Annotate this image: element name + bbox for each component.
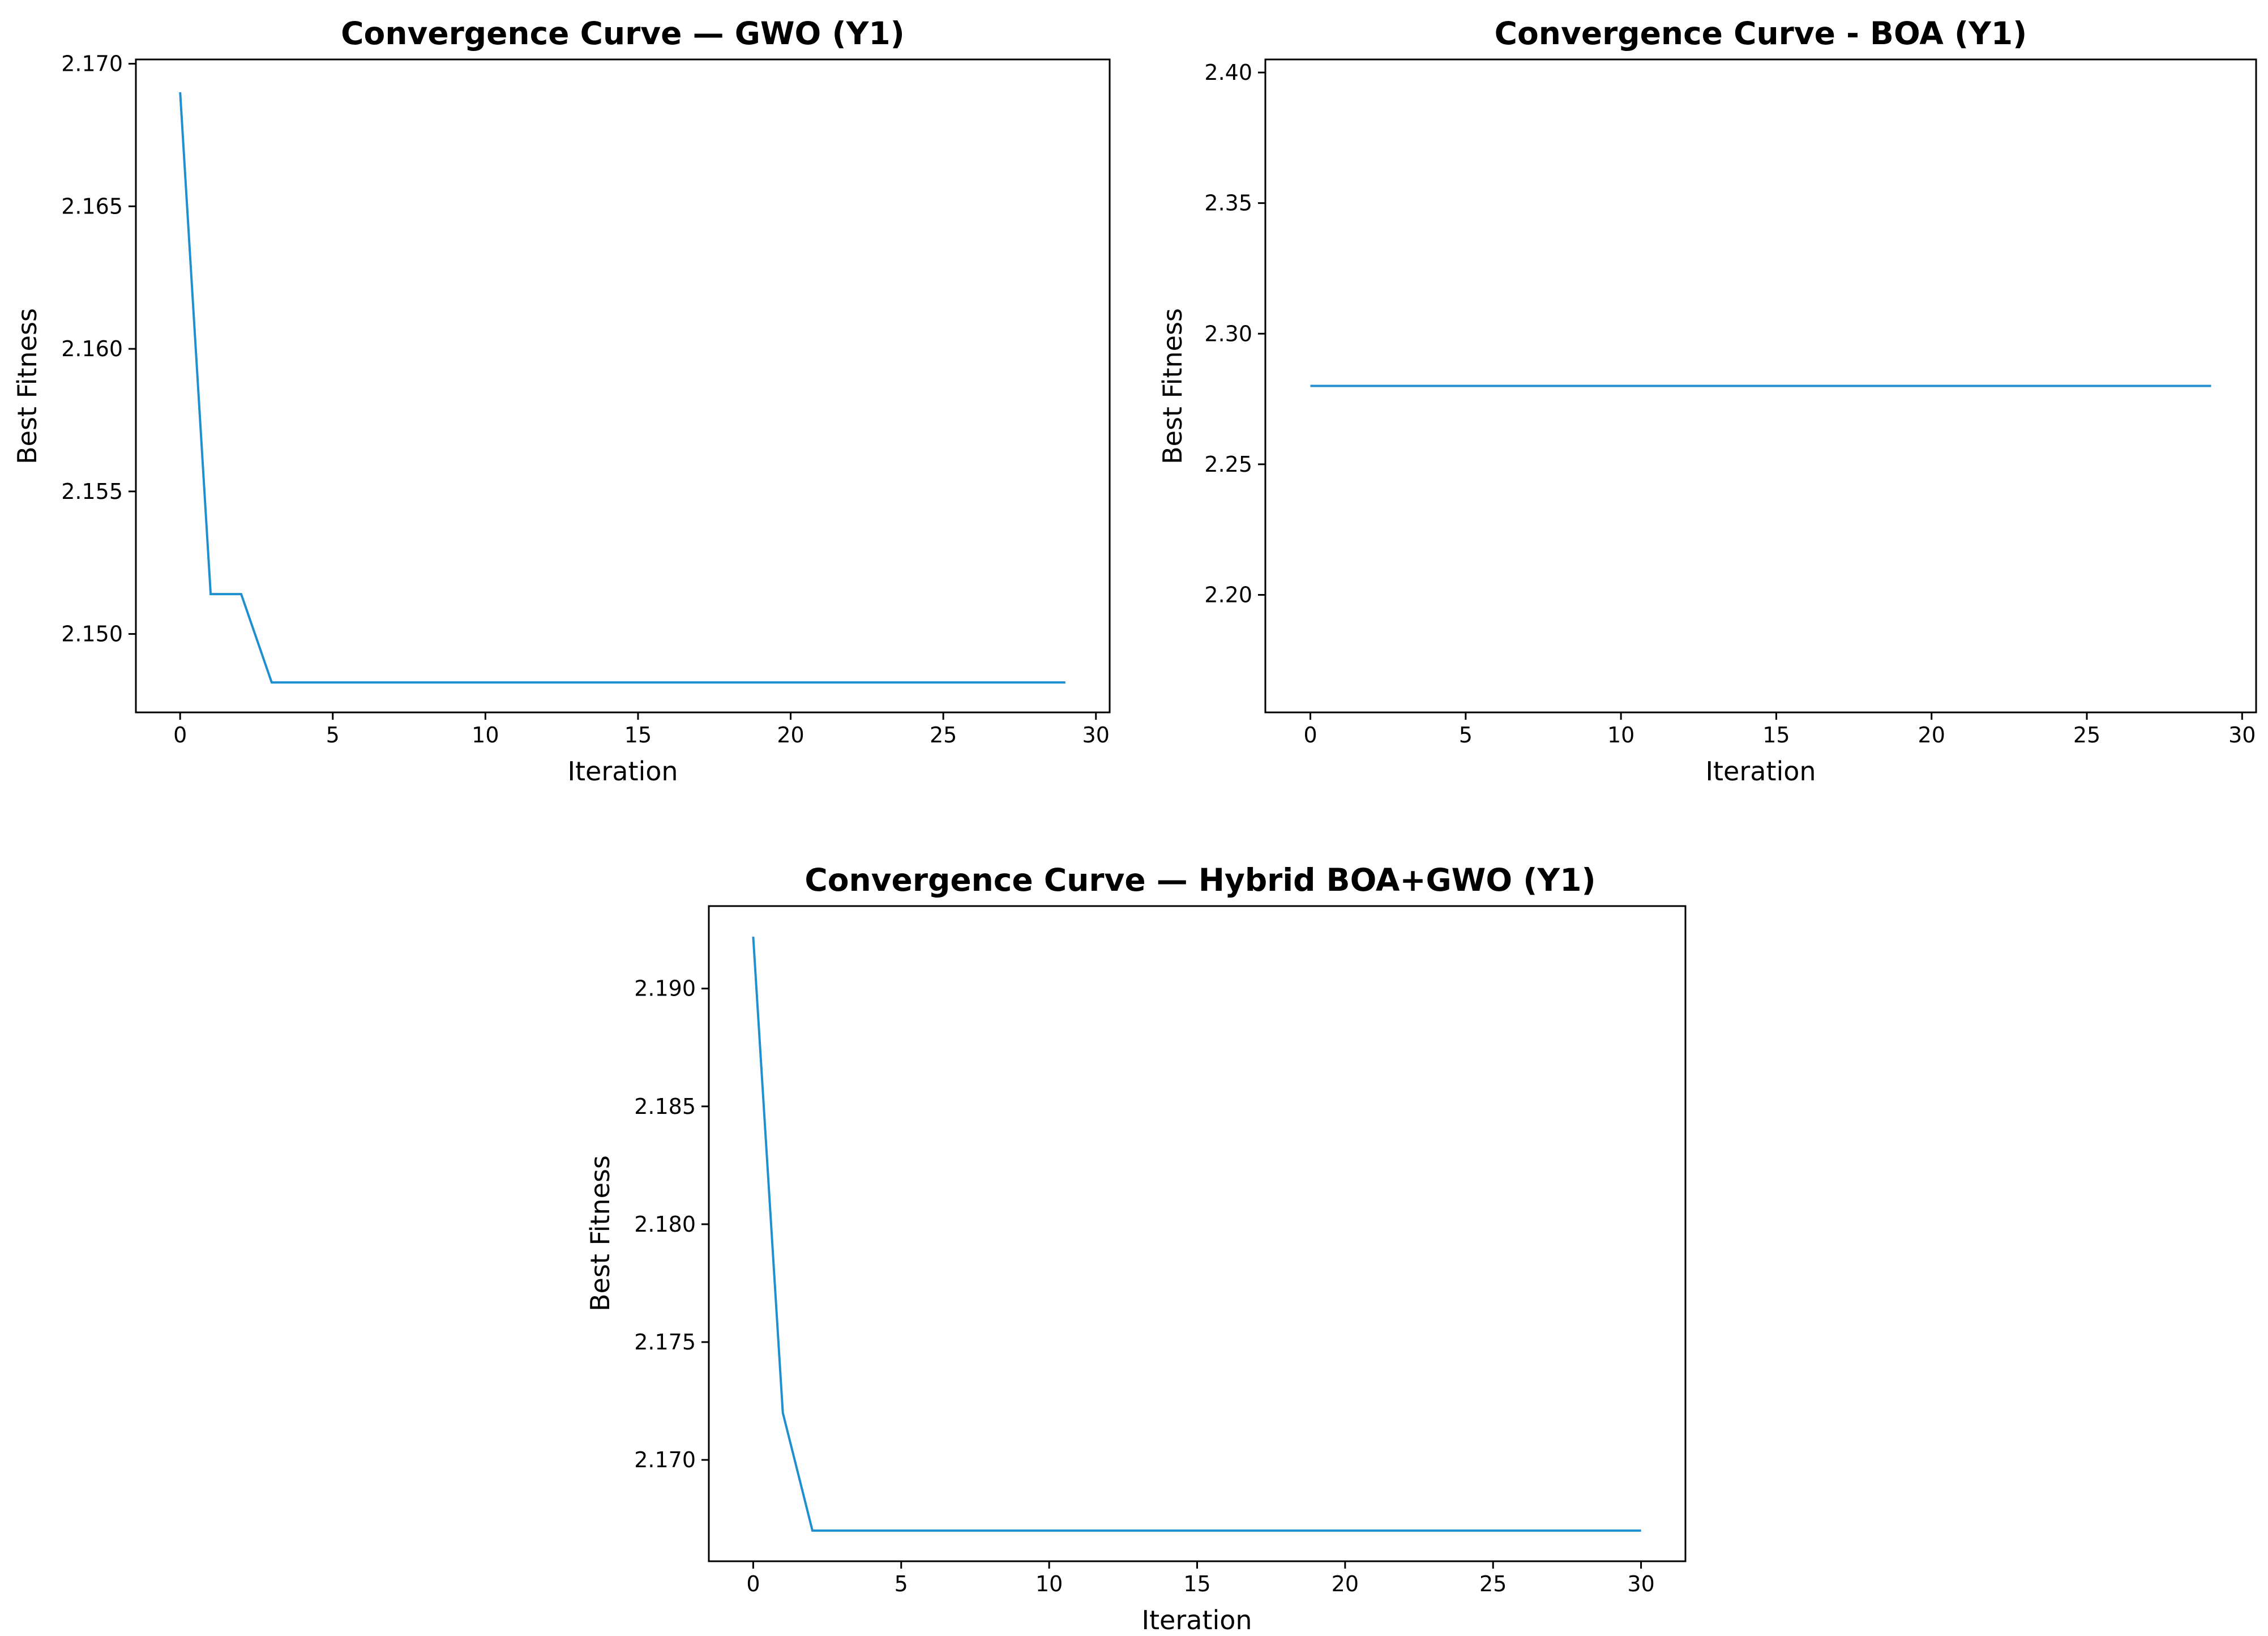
tick-layer: 0 5 10 15 20 25 30 2.170 2.175 2.180 2.185 2.190 — [634, 976, 1655, 1596]
y-tick-label: 2.190 — [634, 976, 696, 1001]
y-axis-label: Best Fitness — [12, 308, 42, 464]
y-tick-label: 2.170 — [61, 52, 123, 76]
x-tick-label: 10 — [1035, 1571, 1063, 1596]
y-tick-label: 2.20 — [1204, 582, 1252, 607]
x-axis-label: Iteration — [567, 756, 678, 787]
y-tick-label: 2.25 — [1204, 452, 1252, 477]
y-tick-label: 2.165 — [61, 194, 123, 219]
chart-title: Convergence Curve — GWO (Y1) — [341, 15, 905, 52]
y-tick-label: 2.175 — [634, 1330, 696, 1355]
x-tick-label: 25 — [930, 723, 957, 747]
plot-frame — [135, 58, 1111, 714]
y-axis-label: Best Fitness — [1157, 308, 1188, 464]
x-tick-label: 25 — [1479, 1571, 1507, 1596]
chart-gwo: Convergence Curve — GWO (Y1) 0 5 10 15 20 25 3… — [12, 15, 1111, 787]
chart-title: Convergence Curve - BOA (Y1) — [1495, 15, 2027, 52]
x-tick-label: 0 — [1303, 723, 1317, 747]
y-tick-label: 2.160 — [61, 336, 123, 361]
x-axis-label: Iteration — [1705, 756, 1816, 787]
x-tick-label: 20 — [1332, 1571, 1359, 1596]
x-tick-label: 10 — [472, 723, 499, 747]
x-tick-label: 15 — [1183, 1571, 1210, 1596]
x-tick-label: 5 — [895, 1571, 908, 1596]
y-tick-label: 2.170 — [634, 1447, 696, 1472]
y-tick-label: 2.155 — [61, 479, 123, 504]
x-axis-label: Iteration — [1141, 1605, 1252, 1635]
y-tick-label: 2.30 — [1204, 321, 1252, 346]
chart-title: Convergence Curve — Hybrid BOA+GWO (Y1) — [805, 862, 1595, 898]
series-line — [752, 936, 1641, 1532]
x-tick-label: 20 — [777, 723, 804, 747]
y-tick-label: 2.180 — [634, 1212, 696, 1237]
y-tick-label: 2.185 — [634, 1094, 696, 1119]
plot-frame — [1264, 58, 2257, 714]
tick-layer: 0 5 10 15 20 25 30 2.150 2.155 2.160 2.165 2.170 — [61, 52, 1110, 747]
x-tick-label: 30 — [1082, 723, 1110, 747]
x-tick-label: 15 — [624, 723, 652, 747]
y-tick-label: 2.150 — [61, 622, 123, 647]
x-tick-label: 20 — [1918, 723, 1945, 747]
x-tick-label: 5 — [326, 723, 340, 747]
x-tick-label: 25 — [2073, 723, 2100, 747]
chart-hybrid: Convergence Curve — Hybrid BOA+GWO (Y1) … — [585, 862, 1687, 1635]
plot-frame — [708, 905, 1687, 1562]
x-tick-label: 0 — [746, 1571, 760, 1596]
x-tick-label: 30 — [2228, 723, 2256, 747]
x-tick-label: 30 — [1627, 1571, 1654, 1596]
tick-layer: 0 5 10 15 20 25 30 2.20 2.25 2.30 2.35 2.40 — [1204, 60, 2256, 747]
x-tick-label: 10 — [1607, 723, 1634, 747]
chart-boa: Convergence Curve - BOA (Y1) 0 5 10 15 20 25 3… — [1157, 15, 2257, 787]
y-axis-label: Best Fitness — [585, 1155, 615, 1312]
series-line — [179, 92, 1065, 684]
y-tick-label: 2.35 — [1204, 191, 1252, 216]
x-tick-label: 5 — [1459, 723, 1473, 747]
y-tick-label: 2.40 — [1204, 60, 1252, 85]
x-tick-label: 15 — [1762, 723, 1790, 747]
x-tick-label: 0 — [173, 723, 187, 747]
